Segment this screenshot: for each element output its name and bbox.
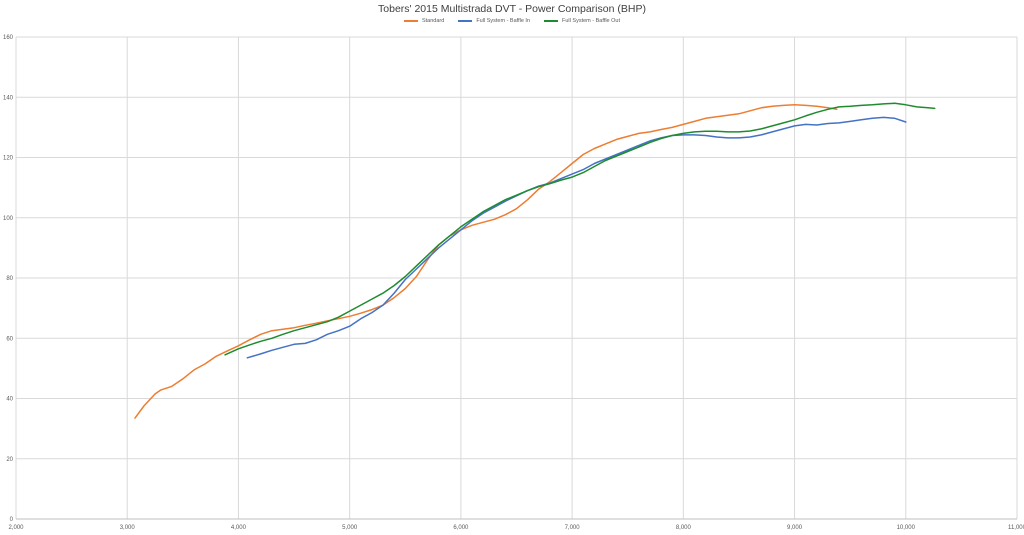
x-tick-label: 6,000 (453, 525, 469, 531)
series-line-full-system-baffle-in (246, 116, 907, 359)
x-tick-label: 4,000 (231, 525, 247, 531)
series-line-full-system-baffle-out (224, 102, 936, 356)
x-tick-label: 2,000 (8, 525, 24, 531)
legend-swatch-standard (403, 20, 418, 22)
y-tick-label: 20 (6, 457, 13, 463)
x-tick-label: 11,000 (1008, 525, 1024, 531)
y-tick-label: 0 (10, 517, 14, 523)
series-line-standard (134, 104, 838, 419)
chart-legend: Standard Full System - Baffle In Full Sy… (0, 18, 1024, 24)
legend-label-baffle-out: Full System - Baffle Out (562, 18, 620, 24)
x-tick-label: 9,000 (787, 525, 803, 531)
x-tick-label: 3,000 (120, 525, 136, 531)
y-tick-label: 80 (6, 276, 13, 282)
y-tick-label: 100 (3, 216, 14, 222)
legend-label-baffle-in: Full System - Baffle In (476, 18, 531, 24)
x-tick-label: 5,000 (342, 525, 358, 531)
legend-swatch-baffle-in (458, 20, 473, 22)
y-tick-label: 160 (3, 35, 14, 41)
legend-item-baffle-out: Full System - Baffle Out (544, 18, 620, 24)
x-tick-label: 7,000 (565, 525, 581, 531)
legend-swatch-baffle-out (544, 20, 559, 22)
legend-item-standard: Standard (403, 18, 445, 24)
x-tick-label: 8,000 (676, 525, 692, 531)
y-tick-label: 60 (6, 336, 13, 342)
chart-title: Tobers' 2015 Multistrada DVT - Power Com… (378, 3, 646, 15)
legend-item-baffle-in: Full System - Baffle In (458, 18, 530, 24)
x-tick-label: 10,000 (897, 525, 916, 531)
y-tick-label: 40 (6, 397, 13, 403)
y-tick-label: 140 (3, 95, 14, 101)
legend-label-standard: Standard (421, 18, 445, 24)
y-tick-label: 120 (3, 156, 14, 162)
